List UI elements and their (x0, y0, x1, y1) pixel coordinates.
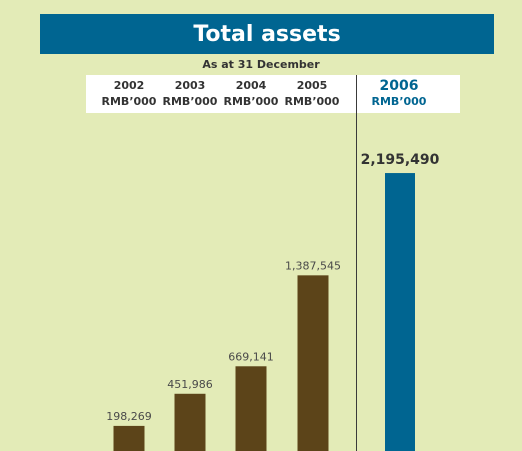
unit-label: RMB’000 (223, 95, 279, 108)
chart-title: Total assets (40, 14, 494, 54)
data-label-2005: 1,387,545 (285, 259, 341, 272)
bar-2003 (174, 393, 206, 451)
data-label-2003: 451,986 (167, 378, 213, 391)
data-label-2006: 2,195,490 (361, 152, 440, 168)
year-header-panel (86, 75, 460, 113)
year-label: 2003 (174, 79, 206, 92)
year-label: 2005 (296, 79, 328, 92)
year-label: 2006 (379, 78, 419, 94)
year-header-2005: 2005 RMB’000 (281, 78, 343, 110)
current-year-divider (356, 75, 357, 451)
unit-label: RMB’000 (101, 95, 157, 108)
bar-2006 (385, 173, 415, 451)
year-label: 2004 (235, 79, 267, 92)
data-label-2002: 198,269 (106, 410, 152, 423)
year-header-2003: 2003 RMB’000 (159, 78, 221, 110)
bar-2002 (113, 425, 145, 451)
unit-label: RMB’000 (162, 95, 218, 108)
bar-2004 (235, 366, 267, 451)
unit-label: RMB’000 (284, 95, 340, 108)
chart-subtitle: As at 31 December (202, 58, 320, 71)
year-label: 2002 (113, 79, 145, 92)
year-header-2006: 2006 RMB’000 (368, 78, 430, 110)
unit-label: RMB’000 (371, 95, 427, 108)
bar-2005 (297, 275, 329, 451)
data-label-2004: 669,141 (228, 350, 274, 363)
year-header-2002: 2002 RMB’000 (98, 78, 160, 110)
year-header-2004: 2004 RMB’000 (220, 78, 282, 110)
